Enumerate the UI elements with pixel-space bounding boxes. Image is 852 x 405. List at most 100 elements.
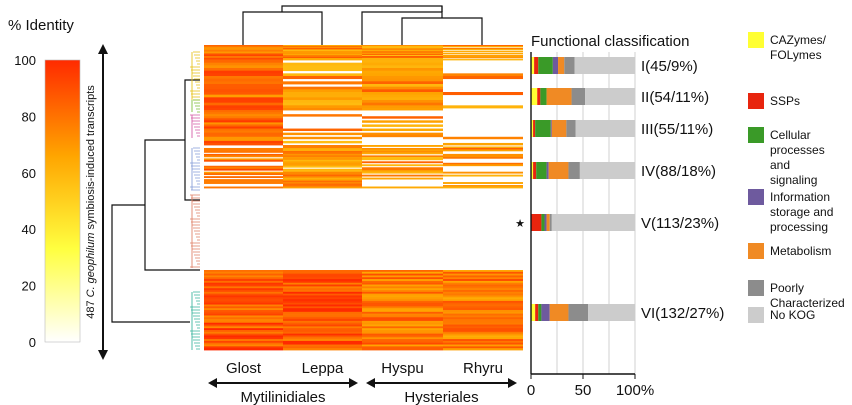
heatmap-cell — [283, 108, 362, 111]
heatmap-cell — [204, 176, 283, 179]
heatmap-cell — [283, 102, 362, 106]
heatmap-cell — [283, 315, 362, 318]
heatmap-cell — [283, 92, 362, 96]
bar-segment — [538, 304, 542, 321]
heatmap-cell — [443, 315, 523, 318]
heatmap-cell — [283, 73, 362, 77]
heatmap-cell — [283, 275, 362, 278]
bar-x-tick-label: 100% — [616, 382, 654, 399]
ylabel-arrow-top — [98, 44, 108, 54]
heatmap-cell — [283, 47, 362, 49]
heatmap-cell — [204, 70, 283, 74]
heatmap-cell — [283, 48, 362, 50]
heatmap-cell — [443, 286, 523, 289]
heatmap-cell — [283, 346, 362, 349]
heatmap-cell — [362, 150, 443, 153]
heatmap-cell — [204, 304, 283, 307]
bar-segment — [533, 120, 536, 137]
legend-label: CAZymes/FOLymes — [770, 33, 827, 62]
heatmap-cell — [443, 293, 523, 296]
heatmap-cell — [362, 170, 443, 173]
heatmap-cell — [283, 50, 362, 52]
bar-segment — [531, 120, 534, 137]
legend: CAZymes/FOLymes SSPs Cellular processes and s… — [748, 32, 845, 323]
heatmap-cell — [443, 340, 523, 344]
heatmap-cell — [204, 65, 283, 69]
heatmap-cell — [362, 171, 443, 174]
heatmap-cell — [443, 162, 523, 165]
heatmap-cell — [362, 299, 443, 302]
heatmap-cell — [204, 92, 283, 96]
bar-segment — [531, 214, 542, 231]
heatmap-cell — [204, 317, 283, 320]
heatmap-cell — [204, 128, 283, 132]
heatmap-cell — [204, 315, 283, 318]
heatmap-cell — [443, 146, 523, 149]
heatmap-cell — [283, 149, 362, 152]
heatmap-cell — [283, 136, 362, 140]
group-arrowhead — [208, 378, 217, 388]
heatmap-cell — [204, 136, 283, 140]
heatmap-cell — [362, 47, 443, 49]
heatmap-cell — [362, 186, 443, 189]
heatmap-cell — [362, 73, 443, 77]
heatmap-cell — [204, 110, 283, 113]
heatmap-cell — [362, 315, 443, 318]
heatmap-cell — [204, 100, 283, 104]
heatmap-cell — [204, 158, 283, 161]
legend-label: SSPs — [770, 94, 800, 108]
heatmap-cell — [204, 149, 283, 152]
group-arrowhead — [366, 378, 375, 388]
heatmap-column-label: Leppa — [302, 360, 344, 377]
heatmap-cell — [204, 118, 283, 121]
heatmap-cell — [362, 302, 443, 305]
heatmap-cell — [283, 342, 362, 345]
heatmap-cell — [283, 46, 362, 48]
heatmap-cell — [283, 114, 362, 117]
heatmap-cell — [443, 328, 523, 331]
heatmap-cell — [283, 279, 362, 282]
bar-segment — [531, 162, 534, 179]
heatmap-cell — [362, 333, 443, 336]
bar-segment — [571, 88, 586, 105]
heatmap-cell — [204, 102, 283, 106]
heatmap-cell — [204, 331, 283, 335]
heatmap-cell — [283, 304, 362, 307]
heatmap-cell — [283, 56, 362, 58]
heatmap-cell — [362, 275, 443, 278]
heatmap-cell — [443, 335, 523, 338]
heatmap-cell — [283, 152, 362, 155]
heatmap-cell — [204, 319, 283, 322]
heatmap-cell — [204, 94, 283, 98]
heatmap-cell — [443, 290, 523, 293]
legend-swatch — [748, 189, 764, 205]
heatmap-cell — [283, 65, 362, 69]
heatmap-cell — [443, 313, 523, 316]
bar-segment — [536, 162, 547, 179]
heatmap-cell — [204, 180, 283, 183]
heatmap-cell — [204, 271, 283, 275]
heatmap-cell — [443, 291, 523, 295]
heatmap-cell — [204, 112, 283, 115]
heatmap-cell — [362, 147, 443, 150]
heatmap-cell — [443, 288, 523, 291]
heatmap-cell — [362, 313, 443, 316]
heatmap-cell — [204, 153, 283, 156]
heatmap-cell — [283, 45, 362, 47]
heatmap-cell — [362, 149, 443, 152]
heatmap-cell — [204, 324, 283, 327]
heatmap-cell — [443, 55, 523, 57]
heatmap-cell — [283, 319, 362, 322]
heatmap-cell — [283, 52, 362, 54]
heatmap-cell — [283, 147, 362, 150]
legend-swatch — [748, 307, 764, 323]
heatmap-cell — [362, 54, 443, 56]
heatmap-cell — [204, 171, 283, 174]
heatmap-cell — [283, 173, 362, 176]
bar-segment — [544, 214, 547, 231]
heatmap-cell — [204, 62, 283, 66]
heatmap-cell — [362, 59, 443, 61]
heatmap-cell — [204, 58, 283, 60]
heatmap-cell — [362, 300, 443, 304]
heatmap-cell — [443, 156, 523, 159]
